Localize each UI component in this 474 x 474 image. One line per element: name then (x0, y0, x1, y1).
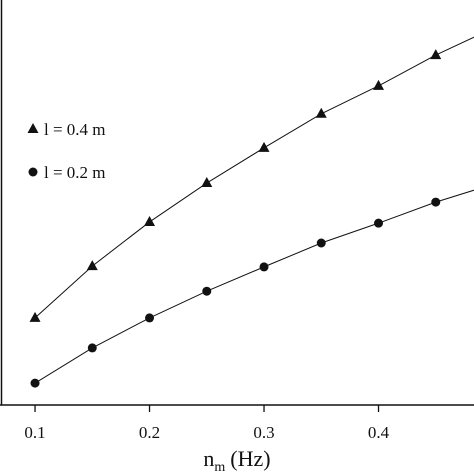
data-point (201, 177, 213, 188)
x-tick-label: 0.1 (24, 423, 45, 442)
data-point (144, 215, 156, 226)
data-point (30, 378, 40, 388)
series-line (34, 189, 474, 384)
legend-label: l = 0.2 m (44, 163, 106, 182)
data-point (258, 141, 270, 152)
data-point (373, 79, 385, 90)
x-axis-label: nm (Hz) (203, 446, 270, 474)
plot-area (29, 36, 474, 388)
data-point (259, 262, 269, 272)
x-tick-label: 0.4 (368, 423, 390, 442)
data-point (145, 313, 155, 323)
x-label-unit: (Hz) (230, 446, 270, 471)
x-label-subscript: m (214, 460, 225, 474)
data-point (315, 107, 327, 118)
data-point (316, 238, 326, 248)
data-point (29, 311, 41, 322)
data-point (430, 49, 442, 60)
legend-marker (28, 167, 38, 177)
x-tick-label: 0.3 (253, 423, 274, 442)
x-label-main: n (203, 446, 214, 471)
legend-label: l = 0.4 m (44, 120, 106, 139)
x-tick-label: 0.2 (139, 423, 160, 442)
data-point (86, 260, 98, 271)
data-point (431, 197, 441, 207)
data-point (87, 343, 97, 353)
legend-marker (27, 123, 39, 133)
data-point (202, 286, 212, 296)
data-point (374, 218, 384, 228)
